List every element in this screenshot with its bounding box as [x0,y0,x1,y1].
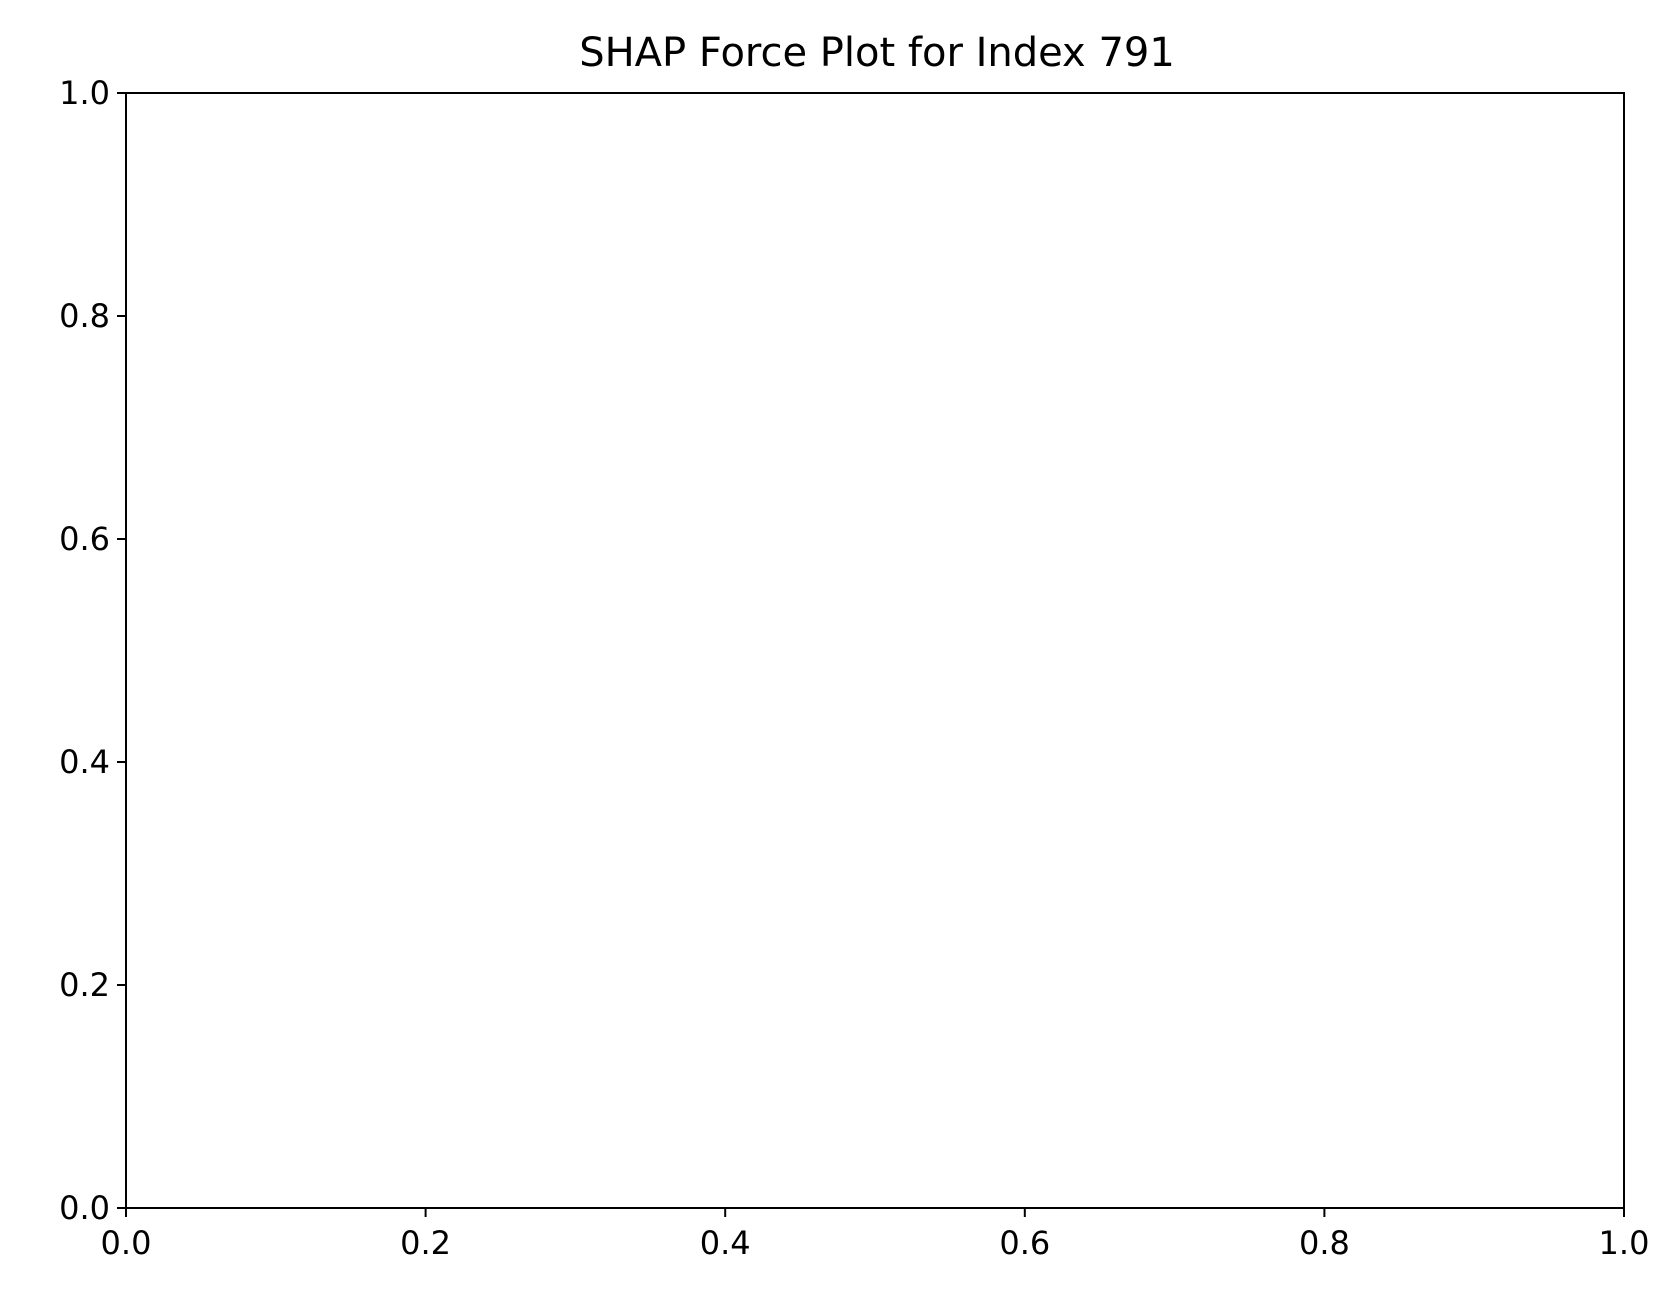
plot-area [125,92,1625,1209]
x-tick-label: 0.8 [1299,1224,1350,1262]
y-tick-label: 0.4 [59,743,110,781]
y-axis: 0.0 0.2 0.4 0.6 0.8 1.0 [59,74,126,1227]
y-tick-label: 0.0 [59,1189,110,1227]
x-axis: 0.0 0.2 0.4 0.6 0.8 1.0 [101,1208,1650,1262]
y-tick-label: 0.6 [59,520,110,558]
y-tick-label: 0.8 [59,297,110,335]
chart-title: SHAP Force Plot for Index 791 [579,30,1175,76]
x-tick-label: 1.0 [1599,1224,1650,1262]
x-tick-label: 0.0 [101,1224,152,1262]
y-tick-label: 1.0 [59,74,110,112]
x-tick-label: 0.4 [700,1224,751,1262]
y-tick-label: 0.2 [59,966,110,1004]
x-tick-label: 0.6 [999,1224,1050,1262]
x-tick-label: 0.2 [400,1224,451,1262]
